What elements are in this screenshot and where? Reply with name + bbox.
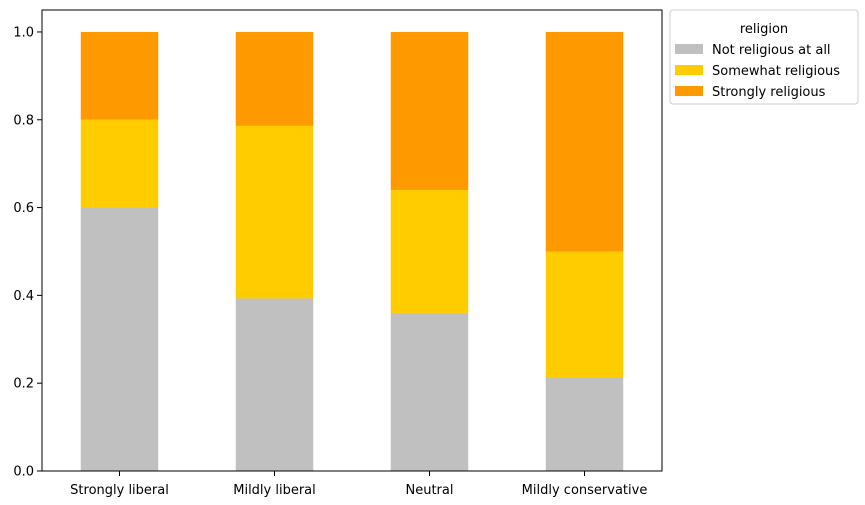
x-tick-label: Neutral	[406, 483, 454, 498]
bars-layer	[80, 31, 624, 472]
bar-segment	[390, 190, 469, 313]
bar-segment	[390, 312, 469, 471]
bar-segment	[545, 251, 624, 378]
legend-label: Not religious at all	[712, 43, 831, 58]
y-axis: 0.0 0.2 0.4 0.6 0.8 1.0	[13, 25, 42, 480]
y-tick-label: 0.6	[13, 201, 34, 216]
bar-segment	[390, 31, 469, 191]
bar-segment	[235, 31, 314, 126]
legend-title: religion	[740, 22, 788, 37]
y-tick-label: 1.0	[13, 25, 34, 40]
x-tick-label: Strongly liberal	[70, 483, 169, 498]
legend-swatch	[675, 65, 703, 75]
legend-label: Strongly religious	[712, 85, 826, 100]
y-tick-label: 0.8	[13, 113, 34, 128]
bar-segment	[235, 298, 314, 471]
bar-segment	[80, 207, 159, 472]
legend-box	[669, 9, 859, 105]
plot-frame	[41, 9, 663, 472]
legend-label: Somewhat religious	[712, 64, 840, 79]
bar-segment	[80, 31, 159, 120]
y-tick-label: 0.4	[13, 289, 34, 304]
bar-segment	[545, 377, 624, 471]
y-tick-label: 0.2	[13, 377, 34, 392]
bar-segment	[545, 31, 624, 252]
y-tick-label: 0.0	[13, 465, 34, 480]
legend-entries: Not religious at all Somewhat religious St…	[675, 43, 840, 100]
legend: religion Not religious at all Somewhat re…	[669, 9, 859, 105]
x-tick-label: Mildly conservative	[522, 483, 648, 498]
bar-segment	[80, 119, 159, 208]
bar-segment	[235, 125, 314, 299]
legend-swatch	[675, 44, 703, 54]
legend-swatch	[675, 86, 703, 96]
x-axis: Strongly liberal Mildly liberal Neutral Mil…	[70, 471, 647, 498]
x-tick-label: Mildly liberal	[233, 483, 316, 498]
